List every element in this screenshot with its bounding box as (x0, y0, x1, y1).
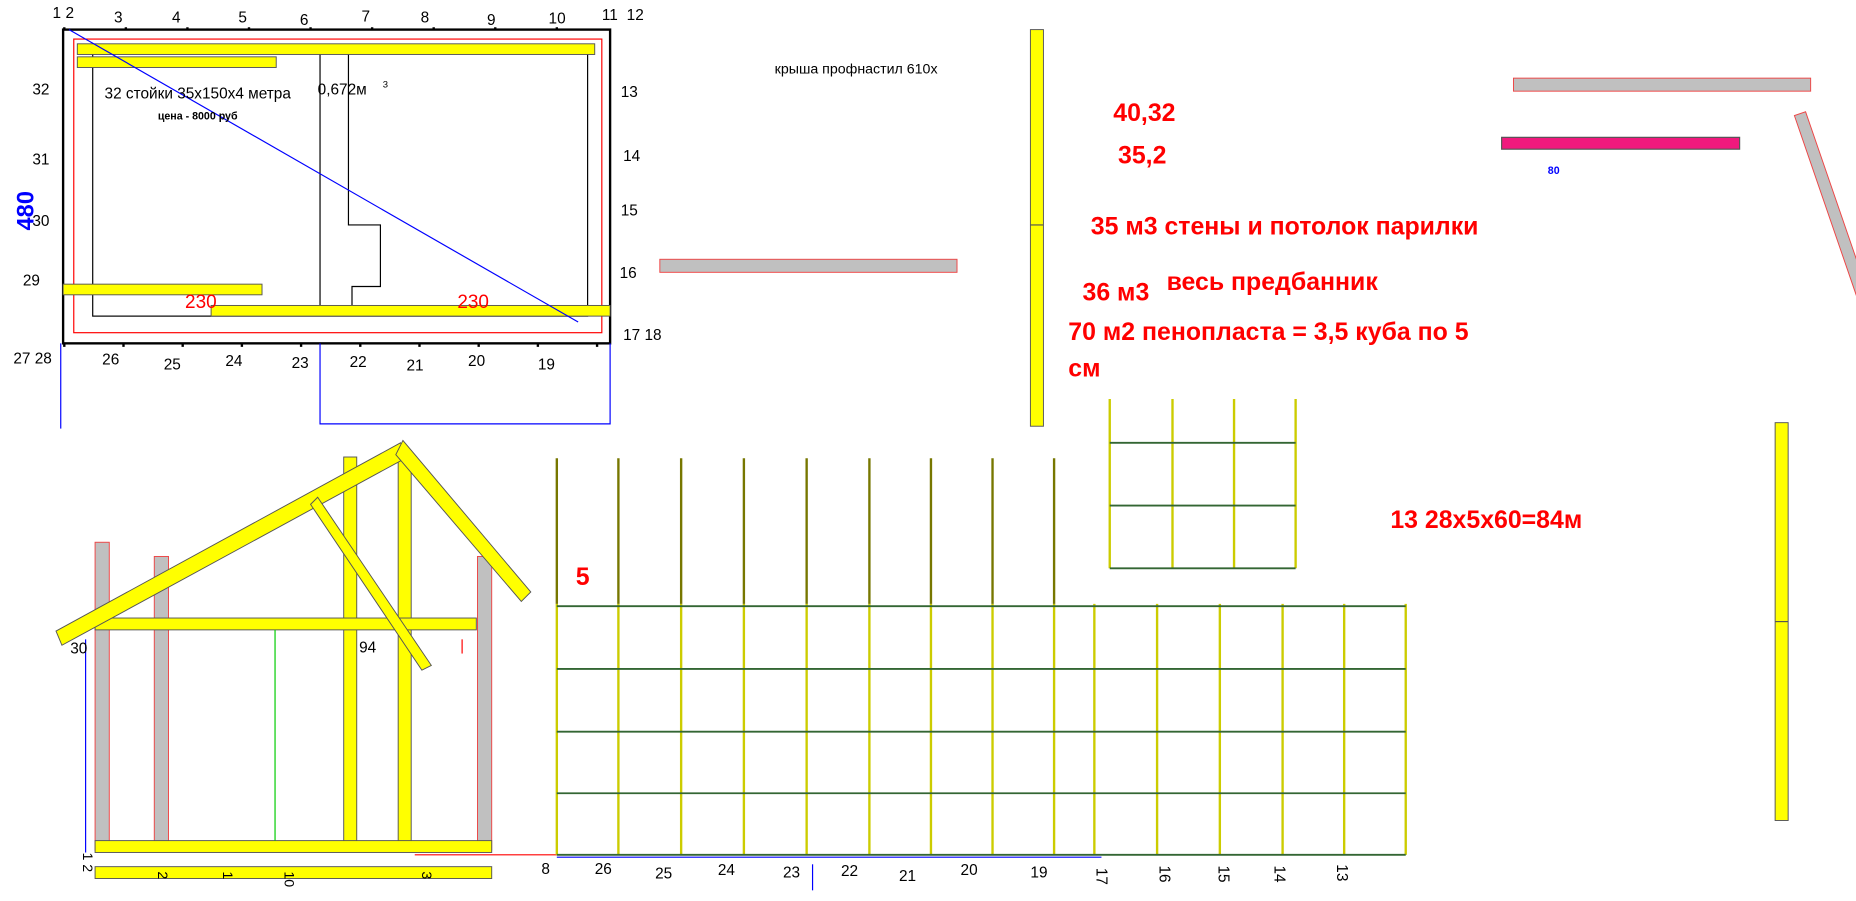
plan-number: 8 (421, 9, 430, 26)
plan-number: 13 (621, 84, 638, 101)
grid-number: 21 (899, 868, 916, 885)
wall-grid (555, 398, 1407, 891)
plan (60, 27, 612, 429)
grid-number: 19 (1030, 864, 1047, 881)
bar (1512, 77, 1812, 92)
grid-number: 20 (961, 862, 978, 879)
elev-label: 1 (219, 871, 235, 879)
note-red: 35,2 (1118, 141, 1166, 169)
rafter (395, 439, 532, 603)
plan-number: 11 (602, 7, 618, 24)
plan-number: 29 (23, 272, 40, 289)
plan-number: 7 (361, 8, 370, 25)
stove (347, 53, 382, 317)
elevation (55, 439, 557, 879)
beam (210, 304, 611, 317)
plan-number: 2 (65, 5, 74, 22)
plan-number: 16 (620, 265, 637, 282)
beam (94, 617, 477, 631)
note-red: 35 м3 стены и потолок парилки (1091, 212, 1479, 240)
plan-number: 9 (487, 12, 496, 29)
note-red: см (1068, 355, 1100, 383)
plan-number: 17 18 (623, 327, 661, 344)
note-red: 40,32 (1113, 99, 1175, 127)
note-red: 5 (576, 563, 590, 591)
post (153, 555, 169, 851)
post (477, 555, 493, 851)
elev-label: 1 2 (79, 852, 95, 872)
note: 0,672м (318, 82, 367, 99)
note: крыша профнастил 610х (775, 61, 938, 77)
elev-label: 2 (154, 871, 170, 879)
grid-number: 23 (783, 864, 800, 881)
dim-line (319, 343, 611, 425)
grid-number: 17 (1093, 868, 1110, 885)
note-red: 70 м2 пенопласта = 3,5 куба по 5 (1068, 318, 1468, 346)
plan-number: 27 28 (13, 350, 51, 367)
note: 3 (383, 80, 388, 91)
note: цена - 8000 руб (158, 111, 238, 123)
beam (94, 840, 493, 853)
plan-number: 12 (627, 7, 644, 24)
dimension: 480 (14, 191, 40, 230)
grid-number: 26 (595, 861, 612, 878)
beam (76, 43, 596, 55)
bar-label: 80 (1548, 165, 1560, 177)
note-red: 13 28х5х60=84м (1390, 506, 1582, 534)
grid-number: 13 (1333, 864, 1350, 881)
post (94, 541, 110, 851)
elev-label: 10 (281, 871, 297, 887)
note: 32 стойки 35х150х4 метра (105, 85, 292, 102)
plan-number: 4 (172, 9, 181, 26)
plan-number: 25 (164, 356, 181, 373)
bar (659, 258, 958, 273)
grid-number: 22 (841, 863, 858, 880)
grid-number: 15 (1215, 865, 1232, 882)
plan-number: 20 (468, 353, 485, 370)
plan-number: 22 (350, 354, 367, 371)
plan-outline (61, 28, 612, 345)
note-red: весь предбанник (1167, 268, 1379, 296)
plan-number: 24 (225, 353, 243, 370)
plan-number: 10 (549, 11, 566, 28)
plan-number: 26 (102, 352, 119, 369)
bar (1793, 111, 1856, 397)
grid-number: 14 (1270, 865, 1287, 883)
plan-number: 3 (114, 9, 123, 26)
plan-number: 31 (32, 152, 49, 169)
plan-number: 19 (538, 356, 555, 373)
post (397, 456, 412, 851)
diagonal (68, 29, 579, 323)
grid-number: 25 (655, 866, 672, 883)
grid-number: 24 (718, 862, 736, 879)
plan-number: 23 (292, 355, 309, 372)
plan-number: 32 (32, 82, 49, 99)
note-red: 36 м3 (1083, 279, 1150, 307)
grid-number: 16 (1155, 865, 1172, 882)
plan-number: 21 (406, 358, 423, 375)
plan-inner (73, 38, 603, 334)
plan-number: 1 (52, 5, 61, 22)
beam (76, 56, 277, 68)
plan-number: 14 (623, 148, 641, 165)
plan-number: 15 (621, 202, 638, 219)
rafter (309, 496, 433, 671)
bar-pink (1501, 136, 1741, 150)
beam (62, 283, 263, 296)
elev-label: 94 (359, 639, 377, 656)
elev-label: 3 (418, 871, 434, 879)
plan-number: 30 (32, 213, 49, 230)
dimension: 230 (457, 292, 489, 313)
elev-label: 30 (70, 641, 87, 658)
post (1029, 29, 1044, 427)
grid-number: 8 (541, 861, 550, 878)
post (343, 456, 358, 851)
plan-number: 6 (300, 12, 309, 29)
beam (94, 866, 493, 879)
plan-number: 5 (238, 9, 247, 26)
dimension: 230 (185, 292, 217, 313)
